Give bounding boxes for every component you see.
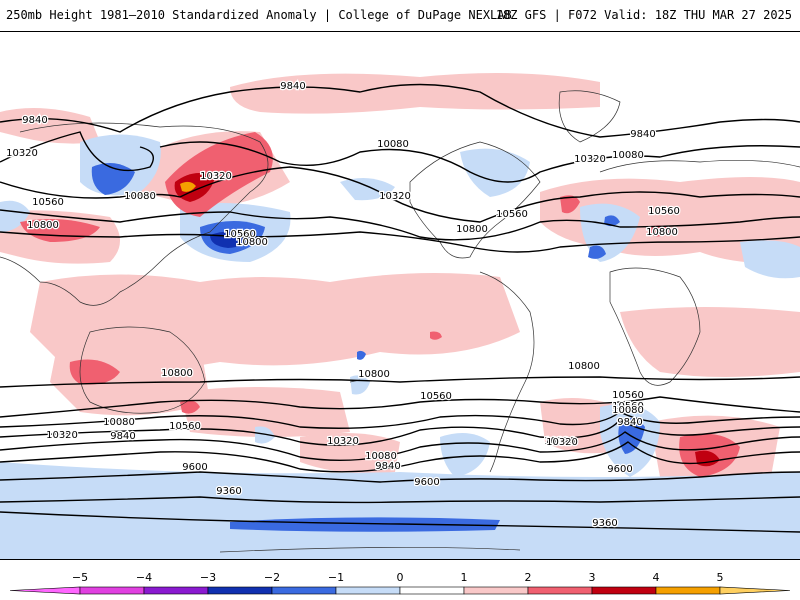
contour-label: 10320 <box>327 436 359 447</box>
contour-label: 10560 <box>612 390 644 401</box>
contour-label: 10560 <box>32 197 64 208</box>
contour-label: 10320 <box>379 191 411 202</box>
colorbar-tick-label: 3 <box>589 571 596 584</box>
contour-label: 9600 <box>607 464 632 475</box>
contour-label: 9840 <box>617 417 642 428</box>
colorbar-swatch <box>527 586 593 595</box>
colorbar-tick-label: 5 <box>717 571 724 584</box>
contour-label: 10080 <box>612 405 644 416</box>
contour-label: 9840 <box>22 115 47 126</box>
colorbar-swatches <box>9 586 791 595</box>
contour-label: 10800 <box>456 224 488 235</box>
contour-label: 9840 <box>280 81 305 92</box>
colorbar-tick-label: −4 <box>136 571 152 584</box>
colorbar-tick-label: −2 <box>264 571 280 584</box>
contour-label: 10800 <box>568 361 600 372</box>
colorbar-swatch <box>399 586 465 595</box>
contour-label: 10560 <box>420 391 452 402</box>
contour-label: 9840 <box>375 461 400 472</box>
colorbar-swatch <box>655 586 721 595</box>
moderate-negative-fill <box>91 163 645 532</box>
colorbar-swatch <box>207 586 273 595</box>
contour-label: 10560 <box>169 421 201 432</box>
anomaly-map: 9840 9840 10320 10560 10800 10080 10320 10560 10… <box>0 31 800 560</box>
colorbar-swatch <box>463 586 529 595</box>
contour-label: 10560 <box>496 209 528 220</box>
extreme-positive-fill <box>180 181 196 192</box>
contour-label: 9360 <box>216 486 241 497</box>
contour-label: 10800 <box>236 237 268 248</box>
contour-label: 9360 <box>592 518 617 529</box>
contour-label: 10080 <box>103 417 135 428</box>
colorbar-tick-label: 4 <box>653 571 660 584</box>
contour-label: 10560 <box>612 401 644 412</box>
contour-label: 10320 <box>6 148 38 159</box>
colorbar-swatch <box>143 586 209 595</box>
colorbar-swatch <box>591 586 657 595</box>
contour-labels: 9840984010320105601080010080103201056010… <box>5 80 681 531</box>
contour-label: 10320 <box>546 437 578 448</box>
contour-label: 10080 <box>612 150 644 161</box>
contour-label: 10320 <box>544 436 576 447</box>
contour-label: 10800 <box>161 368 193 379</box>
title-bar: 250mb Height 1981–2010 Standardized Anom… <box>0 0 800 30</box>
colorbar-swatch <box>271 586 337 595</box>
contour-label: 10800 <box>358 369 390 380</box>
contour-label: 9600 <box>414 477 439 488</box>
contour-label: 9600 <box>182 462 207 473</box>
contour-label: 10080 <box>365 451 397 462</box>
colorbar-swatch <box>335 586 401 595</box>
contour-label: 10080 <box>124 191 156 202</box>
contour-label: 10080 <box>377 139 409 150</box>
contour-label: 10560 <box>224 229 256 240</box>
contour-label: 10320 <box>200 171 232 182</box>
contour-label: 10560 <box>648 206 680 217</box>
colorbar-low-arrow <box>9 586 81 595</box>
contour-label: 10800 <box>27 220 59 231</box>
contour-label: 9840 <box>110 431 135 442</box>
colorbar-tick-label: 2 <box>525 571 532 584</box>
contour-label: 10320 <box>46 430 78 441</box>
model-run-info: 18Z GFS | F072 Valid: 18Z THU MAR 27 202… <box>495 8 792 22</box>
colorbar-tick-label: 0 <box>397 571 404 584</box>
colorbar-swatch <box>79 586 145 595</box>
colorbar-tick-label: 1 <box>461 571 468 584</box>
colorbar-high-arrow <box>719 586 791 595</box>
colorbar: −5 −4 −3 −2 −1 0 1 2 3 4 5 <box>0 570 800 600</box>
contour-label: 10320 <box>574 154 606 165</box>
height-contours <box>0 83 800 533</box>
colorbar-ticks: −5 −4 −3 −2 −1 0 1 2 3 4 5 <box>72 571 724 584</box>
colorbar-tick-label: −3 <box>200 571 216 584</box>
colorbar-tick-label: −1 <box>328 571 344 584</box>
contour-label: 9840 <box>630 129 655 140</box>
colorbar-tick-label: −5 <box>72 571 88 584</box>
chart-title: 250mb Height 1981–2010 Standardized Anom… <box>6 8 512 22</box>
contour-label: 10800 <box>646 227 678 238</box>
